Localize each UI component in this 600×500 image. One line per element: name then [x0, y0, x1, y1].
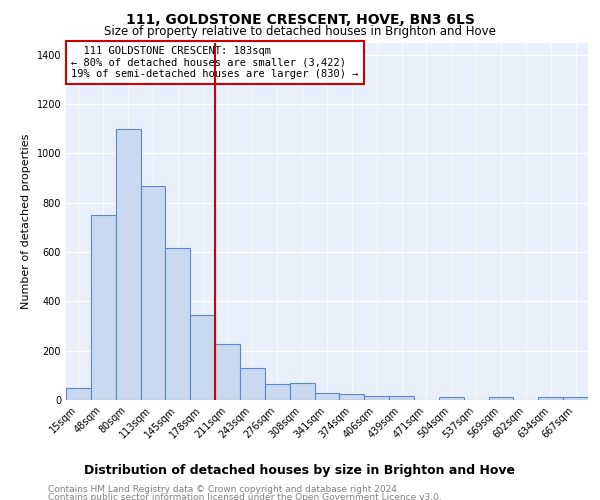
Bar: [364, 396, 389, 400]
Bar: [66, 388, 91, 400]
Bar: [340, 394, 364, 400]
Text: 111, GOLDSTONE CRESCENT, HOVE, BN3 6LS: 111, GOLDSTONE CRESCENT, HOVE, BN3 6LS: [125, 12, 475, 26]
Bar: [439, 397, 464, 400]
Bar: [215, 344, 240, 400]
Bar: [265, 384, 290, 400]
Bar: [190, 315, 215, 400]
Bar: [488, 397, 514, 400]
Bar: [290, 382, 314, 400]
Bar: [240, 368, 265, 400]
Bar: [116, 129, 140, 400]
Text: 111 GOLDSTONE CRESCENT: 183sqm
← 80% of detached houses are smaller (3,422)
19% : 111 GOLDSTONE CRESCENT: 183sqm ← 80% of …: [71, 46, 359, 80]
Bar: [166, 248, 190, 400]
Bar: [91, 215, 116, 400]
Bar: [314, 393, 340, 400]
Text: Contains HM Land Registry data © Crown copyright and database right 2024.: Contains HM Land Registry data © Crown c…: [48, 485, 400, 494]
Y-axis label: Number of detached properties: Number of detached properties: [21, 134, 31, 309]
Bar: [563, 397, 588, 400]
Bar: [140, 186, 166, 400]
Bar: [389, 396, 414, 400]
Text: Contains public sector information licensed under the Open Government Licence v3: Contains public sector information licen…: [48, 494, 442, 500]
Text: Distribution of detached houses by size in Brighton and Hove: Distribution of detached houses by size …: [85, 464, 515, 477]
Text: Size of property relative to detached houses in Brighton and Hove: Size of property relative to detached ho…: [104, 25, 496, 38]
Bar: [538, 397, 563, 400]
